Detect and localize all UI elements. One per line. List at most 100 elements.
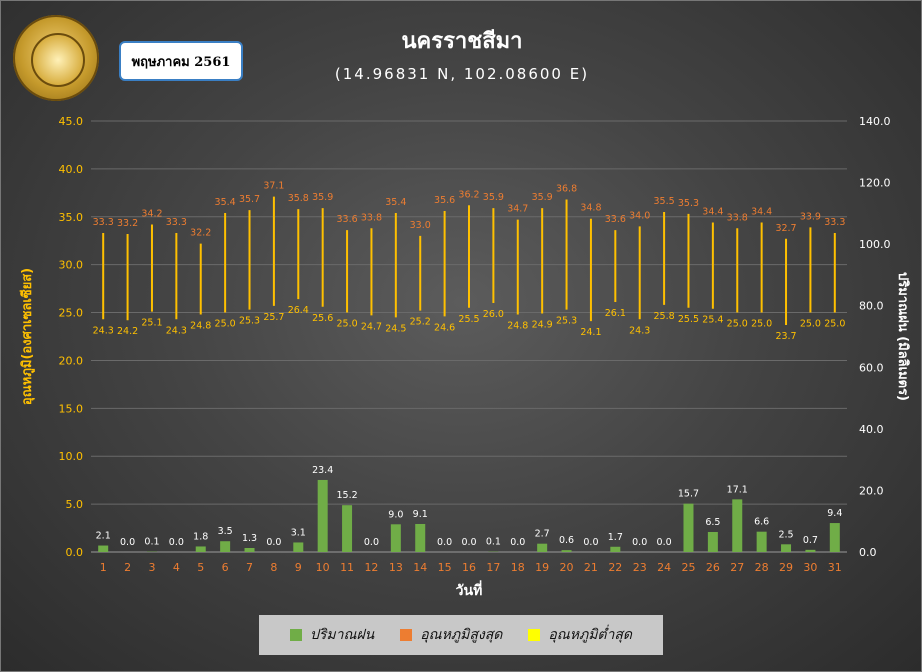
- y-left-tick-label: 20.0: [59, 354, 84, 367]
- rain-bar: [317, 479, 328, 552]
- x-tick-label: 13: [389, 561, 403, 574]
- rain-data-label: 1.3: [242, 533, 257, 544]
- rain-data-label: 0.1: [144, 537, 159, 548]
- tmax-data-label: 36.8: [556, 184, 577, 195]
- x-tick-label: 5: [197, 561, 204, 574]
- legend-swatch-tmin: [528, 629, 541, 641]
- y-right-tick-label: 140.0: [859, 115, 891, 128]
- tmin-data-label: 25.0: [751, 319, 772, 330]
- tmax-data-label: 35.9: [532, 192, 553, 203]
- rain-bar: [390, 524, 401, 552]
- y-left-tick-label: 30.0: [59, 259, 84, 272]
- tmd-logo: [13, 15, 99, 101]
- x-tick-label: 20: [560, 561, 574, 574]
- tmax-data-label: 33.3: [93, 217, 114, 228]
- rain-bar: [805, 549, 816, 552]
- y-left-tick-label: 15.0: [59, 402, 84, 415]
- tmin-data-label: 24.3: [93, 325, 114, 336]
- tmin-data-label: 24.6: [434, 322, 455, 333]
- x-tick-label: 4: [173, 561, 180, 574]
- rain-data-label: 2.7: [535, 529, 550, 540]
- tmax-data-label: 35.4: [215, 197, 236, 208]
- tmax-data-label: 35.7: [239, 194, 260, 205]
- x-tick-label: 25: [681, 561, 695, 574]
- rain-data-label: 0.6: [559, 535, 574, 546]
- tmin-data-label: 24.5: [385, 323, 406, 334]
- y-right-tick-label: 20.0: [859, 484, 884, 497]
- legend: ปริมาณฝน อุณหภูมิสูงสุด อุณหภูมิต่ำสุด: [259, 615, 663, 655]
- tmax-data-label: 35.9: [312, 192, 333, 203]
- y-left-tick-label: 45.0: [59, 115, 84, 128]
- tmin-data-label: 26.4: [288, 305, 309, 316]
- rain-data-label: 0.0: [657, 537, 672, 548]
- month-label: พฤษภาคม 2561: [119, 41, 243, 81]
- rain-data-label: 1.7: [608, 532, 623, 543]
- tmin-data-label: 25.3: [239, 316, 260, 327]
- rain-data-label: 1.8: [193, 531, 208, 542]
- y-left-tick-label: 25.0: [59, 307, 84, 320]
- tmin-data-label: 25.7: [263, 312, 284, 323]
- rain-bar: [610, 546, 621, 552]
- rain-data-label: 0.0: [510, 537, 525, 548]
- rain-data-label: 0.7: [803, 535, 818, 546]
- x-tick-label: 18: [511, 561, 525, 574]
- rain-data-label: 17.1: [727, 484, 748, 495]
- x-tick-label: 19: [535, 561, 549, 574]
- rain-data-label: 0.0: [583, 537, 598, 548]
- tmin-data-label: 25.0: [727, 319, 748, 330]
- x-tick-label: 30: [803, 561, 817, 574]
- rain-data-label: 0.0: [632, 537, 647, 548]
- logo-emblem: [31, 33, 85, 87]
- x-tick-label: 6: [222, 561, 229, 574]
- tmin-data-label: 26.0: [483, 309, 504, 320]
- rain-data-label: 23.4: [312, 465, 333, 476]
- x-tick-label: 2: [124, 561, 131, 574]
- tmin-data-label: 24.3: [166, 325, 187, 336]
- tmax-data-label: 33.3: [166, 217, 187, 228]
- rain-bar: [561, 550, 572, 552]
- tmax-data-label: 37.1: [263, 181, 284, 192]
- tmin-data-label: 24.8: [190, 320, 211, 331]
- rain-bar: [781, 544, 792, 552]
- rain-data-label: 3.1: [291, 527, 306, 538]
- y-left-axis-title: อุณหภูมิ(องศาเซลเซียส): [19, 268, 35, 405]
- tmax-data-label: 32.2: [190, 228, 211, 239]
- tmin-data-label: 25.5: [458, 314, 479, 325]
- rain-data-label: 6.5: [705, 517, 720, 528]
- tmin-data-label: 25.4: [702, 315, 723, 326]
- legend-label-tmin: อุณหภูมิต่ำสุด: [548, 627, 633, 643]
- y-left-tick-label: 0.0: [66, 546, 84, 559]
- rain-data-label: 0.0: [266, 537, 281, 548]
- tmin-data-label: 24.7: [361, 321, 382, 332]
- x-tick-label: 7: [246, 561, 253, 574]
- x-tick-label: 1: [100, 561, 107, 574]
- x-tick-label: 22: [608, 561, 622, 574]
- x-tick-label: 8: [270, 561, 277, 574]
- tmin-data-label: 24.8: [507, 320, 528, 331]
- x-tick-label: 15: [438, 561, 452, 574]
- rain-bar: [683, 503, 694, 552]
- tmax-data-label: 33.9: [800, 211, 821, 222]
- x-tick-label: 3: [148, 561, 155, 574]
- legend-item-rain: ปริมาณฝน: [289, 624, 375, 646]
- legend-label-rain: ปริมาณฝน: [309, 627, 375, 643]
- x-tick-label: 27: [730, 561, 744, 574]
- tmin-data-label: 25.5: [678, 314, 699, 325]
- tmax-data-label: 33.0: [410, 220, 431, 231]
- rain-bar: [195, 546, 206, 552]
- x-tick-label: 23: [633, 561, 647, 574]
- tmin-data-label: 25.0: [800, 319, 821, 330]
- tmin-data-label: 25.3: [556, 316, 577, 327]
- x-tick-label: 29: [779, 561, 793, 574]
- x-tick-label: 9: [295, 561, 302, 574]
- x-tick-label: 28: [755, 561, 769, 574]
- rain-bar: [342, 505, 353, 552]
- tmax-data-label: 35.8: [288, 193, 309, 204]
- rain-bar: [732, 499, 743, 552]
- legend-item-tmax: อุณหภูมิสูงสุด: [400, 624, 502, 646]
- tmin-data-label: 24.1: [580, 327, 601, 338]
- legend-swatch-rain: [289, 629, 302, 641]
- tmax-data-label: 35.3: [678, 198, 699, 209]
